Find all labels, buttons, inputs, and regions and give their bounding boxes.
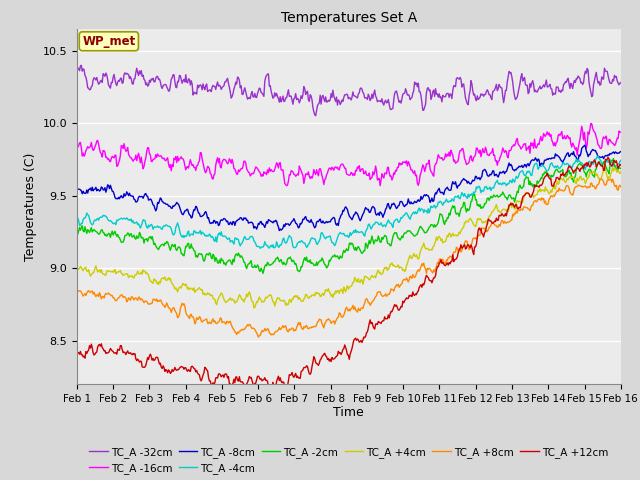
TC_A +8cm xyxy=(394,281,402,287)
TC_A -32cm xyxy=(617,80,625,85)
TC_A +8cm xyxy=(213,321,221,326)
TC_A +8cm xyxy=(437,257,445,263)
TC_A -8cm xyxy=(73,187,81,193)
TC_A -32cm xyxy=(214,79,221,85)
TC_A -4cm xyxy=(595,153,602,159)
TC_A -32cm xyxy=(170,72,178,78)
TC_A -2cm xyxy=(610,156,618,162)
Line: TC_A +12cm: TC_A +12cm xyxy=(77,157,621,388)
TC_A -2cm xyxy=(259,271,267,276)
TC_A -4cm xyxy=(394,219,402,225)
TC_A +4cm xyxy=(394,262,402,268)
TC_A +8cm xyxy=(73,289,81,295)
TC_A -4cm xyxy=(257,246,264,252)
TC_A +12cm xyxy=(73,348,81,354)
TC_A -16cm xyxy=(213,157,221,163)
Line: TC_A -32cm: TC_A -32cm xyxy=(77,65,621,116)
TC_A -4cm xyxy=(617,157,625,163)
TC_A -8cm xyxy=(437,190,445,196)
TC_A -4cm xyxy=(213,239,221,245)
Legend: TC_A -32cm, TC_A -16cm, TC_A -8cm, TC_A -4cm, TC_A -2cm, TC_A +4cm, TC_A +8cm, T: TC_A -32cm, TC_A -16cm, TC_A -8cm, TC_A … xyxy=(85,443,612,478)
TC_A +12cm xyxy=(483,221,491,227)
TC_A -2cm xyxy=(617,166,625,171)
TC_A +4cm xyxy=(213,302,221,308)
TC_A -4cm xyxy=(169,232,177,238)
TC_A -2cm xyxy=(394,236,402,241)
TC_A +8cm xyxy=(255,334,262,340)
TC_A -16cm xyxy=(73,147,81,153)
TC_A -32cm xyxy=(438,99,445,105)
TC_A -32cm xyxy=(396,99,403,105)
TC_A -32cm xyxy=(312,113,319,119)
TC_A +4cm xyxy=(73,270,81,276)
TC_A +4cm xyxy=(320,292,328,298)
TC_A -2cm xyxy=(213,256,221,262)
TC_A -8cm xyxy=(320,220,328,226)
TC_A +4cm xyxy=(483,221,491,227)
TC_A -2cm xyxy=(73,231,81,237)
Y-axis label: Temperatures (C): Temperatures (C) xyxy=(24,152,37,261)
Line: TC_A -8cm: TC_A -8cm xyxy=(77,145,621,230)
TC_A +8cm xyxy=(169,305,177,311)
TC_A -16cm xyxy=(394,165,402,170)
TC_A +12cm xyxy=(320,351,328,357)
Line: TC_A +8cm: TC_A +8cm xyxy=(77,179,621,337)
TC_A -2cm xyxy=(437,212,445,217)
TC_A +4cm xyxy=(169,282,177,288)
TC_A +12cm xyxy=(394,307,402,313)
TC_A -32cm xyxy=(484,89,492,95)
TC_A -32cm xyxy=(77,62,85,68)
TC_A -32cm xyxy=(73,70,81,75)
TC_A -16cm xyxy=(483,152,491,158)
TC_A -8cm xyxy=(275,228,283,233)
TC_A -8cm xyxy=(394,203,402,208)
TC_A -32cm xyxy=(321,99,328,105)
TC_A +8cm xyxy=(483,229,491,235)
TC_A -16cm xyxy=(283,183,291,189)
TC_A -16cm xyxy=(169,164,177,169)
TC_A +4cm xyxy=(437,238,445,243)
Line: TC_A -16cm: TC_A -16cm xyxy=(77,123,621,186)
TC_A +12cm xyxy=(604,155,612,160)
TC_A -4cm xyxy=(437,199,445,205)
X-axis label: Time: Time xyxy=(333,407,364,420)
TC_A -2cm xyxy=(483,195,491,201)
TC_A -8cm xyxy=(213,219,221,225)
TC_A -8cm xyxy=(580,143,588,148)
TC_A -2cm xyxy=(169,243,177,249)
Line: TC_A -4cm: TC_A -4cm xyxy=(77,156,621,249)
TC_A -4cm xyxy=(483,186,491,192)
TC_A +8cm xyxy=(596,176,604,182)
TC_A +4cm xyxy=(609,164,616,170)
TC_A +12cm xyxy=(169,369,177,374)
TC_A -4cm xyxy=(73,213,81,218)
TC_A -16cm xyxy=(320,181,328,187)
TC_A +12cm xyxy=(437,257,445,263)
Text: WP_met: WP_met xyxy=(82,35,136,48)
TC_A +4cm xyxy=(250,305,258,311)
Line: TC_A -2cm: TC_A -2cm xyxy=(77,159,621,274)
Title: Temperatures Set A: Temperatures Set A xyxy=(281,11,417,25)
TC_A -4cm xyxy=(320,233,328,239)
TC_A -8cm xyxy=(617,149,625,155)
TC_A -16cm xyxy=(587,120,595,126)
Line: TC_A +4cm: TC_A +4cm xyxy=(77,167,621,308)
TC_A -8cm xyxy=(169,203,177,209)
TC_A +4cm xyxy=(617,169,625,175)
TC_A +8cm xyxy=(320,325,328,331)
TC_A -16cm xyxy=(437,155,445,161)
TC_A +12cm xyxy=(266,385,273,391)
TC_A -2cm xyxy=(320,260,328,265)
TC_A +12cm xyxy=(213,375,221,381)
TC_A +8cm xyxy=(617,184,625,190)
TC_A -8cm xyxy=(483,172,491,178)
TC_A -16cm xyxy=(617,129,625,135)
TC_A +12cm xyxy=(617,162,625,168)
